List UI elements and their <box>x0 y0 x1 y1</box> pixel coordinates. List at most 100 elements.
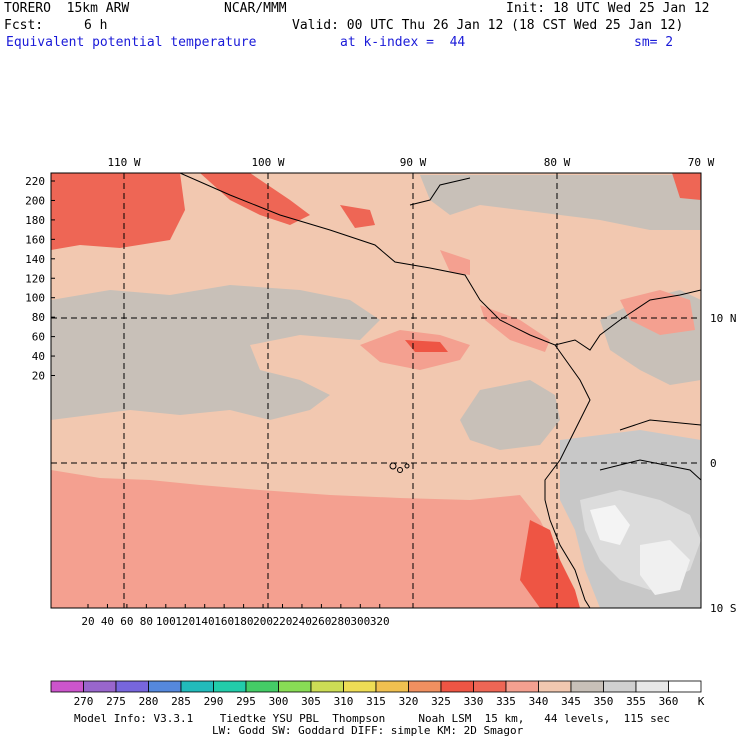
salmon-honduras <box>440 250 470 275</box>
grid-label-y: 200 <box>25 194 45 207</box>
bottom-grid-ticks: 20 40 60 80 100 120 140 160 180 200 220 240 260 280 30… <box>81 604 390 628</box>
colorbar-label: 280 <box>139 695 159 708</box>
colorbar-swatch <box>375 680 409 693</box>
colorbar-label: 295 <box>236 695 256 708</box>
colorbar-swatch <box>213 680 247 693</box>
galapagos-islands <box>389 462 410 473</box>
grid-label-x: 320 <box>370 615 390 628</box>
colorbar-label: 335 <box>496 695 516 708</box>
model-info: Model Info: V3.3.1 Tiedtke YSU PBL Thomp… <box>74 712 671 725</box>
colorbar-label: 350 <box>594 695 614 708</box>
colorbar-label: 330 <box>464 695 484 708</box>
center-name: NCAR/MMM <box>224 1 287 16</box>
theta-e-field <box>51 173 701 608</box>
grid-label-x: 300 <box>350 615 370 628</box>
grid-label-x: 220 <box>273 615 293 628</box>
salmon-panama <box>480 305 550 352</box>
lat-label: 10 N <box>710 312 737 325</box>
grid-label-y: 40 <box>32 350 45 363</box>
grid-label-y: 20 <box>32 370 45 383</box>
colorbar-swatch <box>115 680 149 693</box>
colorbar-label: 320 <box>399 695 419 708</box>
red-nw <box>51 173 185 250</box>
colorbar-label: 310 <box>334 695 354 708</box>
grid-label-x: 260 <box>311 615 331 628</box>
colorbar-swatch <box>538 680 572 693</box>
lon-label: 70 W <box>688 156 715 169</box>
grid-label-x: 20 <box>81 615 94 628</box>
grey-caribbean <box>420 175 701 230</box>
border-ecuador <box>619 419 701 431</box>
colorbar-label: 315 <box>366 695 386 708</box>
init-time: Init: 18 UTC Wed 25 Jan 12 <box>506 1 710 16</box>
grid-label-y: 140 <box>25 253 45 266</box>
coastline-south-america <box>544 344 591 608</box>
grid-label-x: 80 <box>140 615 153 628</box>
white-andes-1 <box>590 505 630 545</box>
grid-label-y: 160 <box>25 233 45 246</box>
white-andes-2 <box>640 540 690 595</box>
colorbar-label: 270 <box>74 695 94 708</box>
grey-region-west <box>51 285 380 420</box>
border-peru <box>599 459 701 481</box>
physics-info: LW: Godd SW: Goddard DIFF: simple KM: 2D… <box>212 724 524 737</box>
colorbar-unit: K <box>698 695 705 708</box>
grid-label-y: 120 <box>25 272 45 285</box>
colorbar-swatch <box>408 680 442 693</box>
colorbar-swatch <box>245 680 279 693</box>
colorbar-label: 360 <box>659 695 679 708</box>
colorbar-label: 355 <box>626 695 646 708</box>
grid-label-y: 220 <box>25 175 45 188</box>
red-mexico-coast <box>200 173 310 225</box>
grid-label-x: 40 <box>101 615 114 628</box>
left-grid-ticks: 220 200 180 160 140 120 100 80 60 40 20 <box>25 175 55 383</box>
colorbar-swatch <box>440 680 474 693</box>
grid-label-x: 240 <box>292 615 312 628</box>
lat-lon-grid <box>51 173 701 608</box>
colorbar-label: 325 <box>431 695 451 708</box>
forecast-hour: 6 h <box>84 18 108 33</box>
red-guatemala <box>340 205 375 228</box>
grid-label-x: 280 <box>331 615 351 628</box>
colorbar-swatch <box>603 680 637 693</box>
colorbar-label: 340 <box>529 695 549 708</box>
colorbar-label: 345 <box>561 695 581 708</box>
smoothing-info: sm= 2 <box>634 35 674 50</box>
colorbar-label: 300 <box>269 695 289 708</box>
colorbar-swatch <box>505 680 539 693</box>
model-name: TORERO 15km ARW <box>4 1 130 16</box>
forecast-label: Fcst: <box>4 18 44 33</box>
field-name: Equivalent potential temperature <box>6 35 257 50</box>
grid-label-x: 200 <box>253 615 273 628</box>
colorbar-label: 275 <box>106 695 126 708</box>
grid-label-x: 160 <box>214 615 234 628</box>
colorbar: 270 275 280 285 290 295 300 305 310 315 320 325 330 3… <box>50 680 705 708</box>
colorbar-swatch <box>148 680 182 693</box>
coastline-yucatan <box>409 177 471 206</box>
red-ne-corner <box>672 173 701 200</box>
colorbar-label: 290 <box>204 695 224 708</box>
colorbar-swatch <box>668 680 702 693</box>
grid-label-x: 140 <box>195 615 215 628</box>
colorbar-swatch <box>570 680 604 693</box>
lon-label: 110 W <box>107 156 140 169</box>
colorbar-label: 285 <box>171 695 191 708</box>
lat-label: 10 S <box>710 602 737 615</box>
colorbar-label: 305 <box>301 695 321 708</box>
colorbar-swatch <box>83 680 117 693</box>
colorbar-swatch <box>473 680 507 693</box>
colorbar-swatch <box>635 680 669 693</box>
grey-patch-east <box>460 380 560 450</box>
grid-label-y: 80 <box>32 311 45 324</box>
grid-label-x: 120 <box>175 615 195 628</box>
coastline-north <box>179 173 701 351</box>
lon-label: 100 W <box>251 156 284 169</box>
valid-time: Valid: 00 UTC Thu 26 Jan 12 (18 CST Wed … <box>292 18 684 33</box>
colorbar-swatch <box>310 680 344 693</box>
salmon-south <box>51 470 580 608</box>
colorbar-swatch <box>278 680 312 693</box>
grid-label-x: 180 <box>234 615 254 628</box>
grid-label-y: 180 <box>25 214 45 227</box>
map-frame <box>50 172 702 609</box>
salmon-venezuela <box>620 290 695 335</box>
